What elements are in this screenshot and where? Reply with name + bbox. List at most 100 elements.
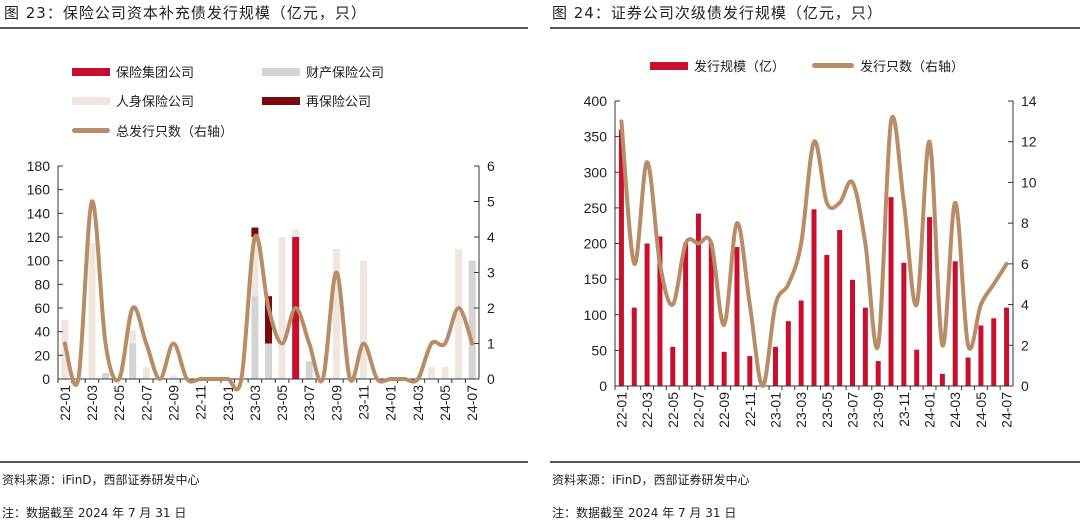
y2-tick-label: 0 (1021, 378, 1029, 394)
bar (888, 197, 894, 386)
x-tick-label: 23-03 (247, 385, 263, 421)
legend-label: 发行规模（亿） (694, 60, 786, 75)
right-chart-title: 图 24：证券公司次级债发行规模（亿元，只） (552, 4, 883, 22)
bar (772, 346, 778, 386)
legend-swatch (650, 61, 688, 70)
legend-label: 发行只数（右轴） (860, 60, 965, 75)
legend-label: 再保险公司 (306, 95, 372, 110)
y-tick-label: 60 (34, 300, 50, 316)
legend-label: 人身保险公司 (116, 95, 195, 110)
bar (129, 343, 137, 379)
legend-label: 财产保险公司 (306, 66, 385, 81)
y-tick-label: 20 (34, 347, 50, 363)
bar (991, 318, 997, 386)
y-tick-label: 160 (27, 182, 51, 198)
x-tick-label: 22-09 (165, 385, 181, 421)
x-tick-label: 22-11 (193, 385, 209, 420)
count-line (62, 199, 475, 392)
y2-tick-label: 4 (1021, 297, 1029, 313)
bar (278, 237, 286, 379)
bar (1004, 307, 1010, 386)
left-chart-title: 图 23：保险公司资本补充债发行规模（亿元，只） (4, 4, 367, 22)
y-tick-label: 0 (42, 371, 50, 387)
legend-label: 保险集团公司 (116, 66, 195, 81)
y-tick-label: 140 (27, 205, 51, 221)
bar (305, 361, 313, 379)
bar (332, 248, 340, 379)
bar (683, 243, 689, 386)
left-title-rule (0, 27, 528, 29)
x-tick-label: 24-05 (437, 385, 453, 421)
bar (939, 373, 945, 386)
bar (837, 229, 843, 386)
bar (811, 209, 817, 386)
y-tick-label: 100 (27, 253, 51, 269)
bar (721, 351, 727, 386)
bar (644, 243, 650, 386)
x-tick-label: 24-01 (383, 385, 399, 421)
bar (670, 346, 676, 386)
bar (657, 236, 663, 386)
bar (292, 229, 300, 237)
bar (952, 261, 958, 386)
x-tick-label: 23-01 (767, 392, 783, 428)
y-tick-label: 40 (34, 324, 50, 340)
right-source: 资料来源：iFinD，西部证券研发中心 (552, 473, 750, 487)
legend-swatch (72, 96, 110, 105)
x-tick-label: 22-07 (690, 392, 706, 428)
legend-item-life: 人身保险公司 (72, 91, 194, 110)
y2-tick-label: 14 (1021, 93, 1037, 109)
x-tick-label: 23-09 (870, 392, 886, 428)
y2-tick-label: 3 (487, 265, 495, 281)
bar (468, 260, 476, 379)
x-tick-label: 22-05 (665, 392, 681, 428)
y-tick-label: 120 (27, 229, 51, 245)
left-note: 注：数据截至 2024 年 7 月 31 日 (2, 506, 187, 520)
bar (265, 296, 272, 344)
x-tick-label: 23-07 (301, 385, 317, 421)
bar (914, 349, 920, 386)
y-tick-label: 250 (584, 200, 608, 216)
bar (965, 357, 971, 386)
bar (251, 296, 259, 379)
y2-tick-label: 12 (1021, 134, 1037, 150)
y2-tick-label: 6 (1021, 256, 1029, 272)
x-tick-label: 22-03 (84, 385, 100, 421)
y2-tick-label: 2 (487, 300, 495, 316)
right-note: 注：数据截至 2024 年 7 月 31 日 (552, 506, 737, 520)
bar (734, 247, 740, 386)
y2-tick-label: 4 (487, 229, 495, 245)
x-tick-label: 23-03 (793, 392, 809, 428)
legend-item-property: 财产保险公司 (262, 62, 384, 81)
right-footer-rule (550, 461, 1080, 463)
x-tick-label: 23-05 (274, 385, 290, 421)
bar (129, 330, 137, 344)
legend-label: 总发行只数（右轴） (116, 125, 234, 140)
legend-swatch (72, 67, 110, 76)
bar (88, 242, 96, 379)
y-tick-label: 50 (591, 342, 607, 358)
y2-tick-label: 1 (487, 336, 495, 352)
legend-swatch (812, 63, 854, 68)
bar (785, 321, 791, 386)
y-tick-label: 200 (584, 236, 608, 252)
bar (631, 307, 637, 386)
bar (798, 300, 804, 386)
legend-item-count: 发行只数（右轴） (812, 56, 964, 75)
x-tick-label: 22-05 (111, 385, 127, 421)
bar (441, 367, 449, 379)
x-tick-label: 24-01 (922, 392, 938, 428)
x-tick-label: 24-05 (973, 392, 989, 428)
x-tick-label: 22-03 (639, 392, 655, 428)
x-tick-label: 23-09 (328, 385, 344, 421)
legend-swatch (72, 128, 110, 133)
x-tick-label: 22-01 (613, 392, 629, 428)
bar (747, 356, 753, 386)
bar (169, 375, 177, 379)
y2-tick-label: 0 (487, 371, 495, 387)
x-tick-label: 24-03 (410, 385, 426, 421)
x-tick-label: 22-07 (138, 385, 154, 421)
y-tick-label: 100 (584, 307, 608, 323)
